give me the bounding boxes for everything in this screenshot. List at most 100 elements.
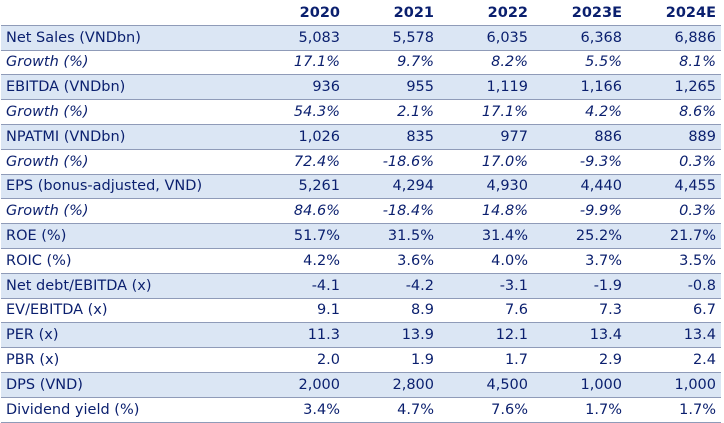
cell-value: 13.4 <box>627 322 721 349</box>
cell-value: 2.0 <box>251 347 345 373</box>
cell-value: -18.6% <box>345 149 439 175</box>
cell-value: 14.8% <box>439 198 533 225</box>
cell-value: 4.2% <box>533 99 627 125</box>
table-row: Net Sales (VNDbn) 5,083 5,578 6,035 6,368 6,8… <box>1 25 721 51</box>
header-2021: 2021 <box>345 1 439 26</box>
row-label: ROIC (%) <box>1 248 251 274</box>
cell-value: 5,578 <box>345 25 439 51</box>
cell-value: 17.1% <box>439 99 533 125</box>
cell-value: 0.3% <box>627 198 721 225</box>
table-row: ROE (%) 51.7% 31.5% 31.4% 25.2% 21.7% <box>1 223 721 249</box>
row-label: Growth (%) <box>1 198 251 225</box>
table-row: Growth (%) 54.3% 2.1% 17.1% 4.2% 8.6% <box>1 99 721 125</box>
header-2022: 2022 <box>439 1 533 26</box>
cell-value: 51.7% <box>251 223 345 249</box>
cell-value: 5,083 <box>251 25 345 51</box>
cell-value: 31.4% <box>439 223 533 249</box>
cell-value: 4.0% <box>439 248 533 274</box>
cell-value: 4,440 <box>533 174 627 200</box>
cell-value: 11.3 <box>251 322 345 349</box>
cell-value: 31.5% <box>345 223 439 249</box>
cell-value: 1,166 <box>533 74 627 101</box>
cell-value: -9.9% <box>533 198 627 225</box>
cell-value: 2.9 <box>533 347 627 373</box>
table-row: Growth (%) 72.4% -18.6% 17.0% -9.3% 0.3% <box>1 149 721 175</box>
table-row: Net debt/EBITDA (x) -4.1 -4.2 -3.1 -1.9 -0.8 <box>1 273 721 299</box>
cell-value: 17.0% <box>439 149 533 175</box>
cell-value: 1,000 <box>533 372 627 398</box>
table-row: EPS (bonus-adjusted, VND) 5,261 4,294 4,930… <box>1 174 721 200</box>
cell-value: 72.4% <box>251 149 345 175</box>
cell-value: 2,800 <box>345 372 439 398</box>
table-row: EBITDA (VNDbn) 936 955 1,119 1,166 1,265 <box>1 74 721 101</box>
cell-value: 4.7% <box>345 397 439 423</box>
table-body: Net Sales (VNDbn) 5,083 5,578 6,035 6,368 6,8… <box>1 25 721 423</box>
cell-value: 8.6% <box>627 99 721 125</box>
row-label: DPS (VND) <box>1 372 251 398</box>
cell-value: 3.5% <box>627 248 721 274</box>
cell-value: -18.4% <box>345 198 439 225</box>
cell-value: 6,035 <box>439 25 533 51</box>
cell-value: 84.6% <box>251 198 345 225</box>
cell-value: 0.3% <box>627 149 721 175</box>
cell-value: 3.6% <box>345 248 439 274</box>
cell-value: 6,368 <box>533 25 627 51</box>
cell-value: 25.2% <box>533 223 627 249</box>
cell-value: 21.7% <box>627 223 721 249</box>
cell-value: 8.1% <box>627 50 721 76</box>
row-label: ROE (%) <box>1 223 251 249</box>
cell-value: 1,265 <box>627 74 721 101</box>
header-row: 2020 2021 2022 2023E 2024E <box>1 1 721 26</box>
cell-value: 9.7% <box>345 50 439 76</box>
cell-value: 3.4% <box>251 397 345 423</box>
row-label: Dividend yield (%) <box>1 397 251 423</box>
cell-value: -3.1 <box>439 273 533 299</box>
cell-value: 12.1 <box>439 322 533 349</box>
cell-value: 955 <box>345 74 439 101</box>
cell-value: 1.9 <box>345 347 439 373</box>
row-label: Growth (%) <box>1 149 251 175</box>
cell-value: 8.9 <box>345 298 439 324</box>
row-label: Net Sales (VNDbn) <box>1 25 251 51</box>
cell-value: 13.4 <box>533 322 627 349</box>
cell-value: 4,500 <box>439 372 533 398</box>
cell-value: -4.1 <box>251 273 345 299</box>
table-row: Dividend yield (%) 3.4% 4.7% 7.6% 1.7% 1.7% <box>1 397 721 423</box>
header-2024e: 2024E <box>627 1 721 26</box>
table-row: PBR (x) 2.0 1.9 1.7 2.9 2.4 <box>1 347 721 373</box>
cell-value: 2.1% <box>345 99 439 125</box>
cell-value: 13.9 <box>345 322 439 349</box>
row-label: EPS (bonus-adjusted, VND) <box>1 174 251 200</box>
row-label: Net debt/EBITDA (x) <box>1 273 251 299</box>
cell-value: 8.2% <box>439 50 533 76</box>
cell-value: 1.7 <box>439 347 533 373</box>
table-row: Growth (%) 84.6% -18.4% 14.8% -9.9% 0.3% <box>1 198 721 225</box>
header-2023e: 2023E <box>533 1 627 26</box>
cell-value: 9.1 <box>251 298 345 324</box>
cell-value: 54.3% <box>251 99 345 125</box>
row-label: EBITDA (VNDbn) <box>1 74 251 101</box>
cell-value: 2,000 <box>251 372 345 398</box>
cell-value: 5,261 <box>251 174 345 200</box>
table-row: ROIC (%) 4.2% 3.6% 4.0% 3.7% 3.5% <box>1 248 721 274</box>
row-label: Growth (%) <box>1 50 251 76</box>
cell-value: 1,026 <box>251 124 345 150</box>
cell-value: 977 <box>439 124 533 150</box>
cell-value: 6,886 <box>627 25 721 51</box>
cell-value: 4,930 <box>439 174 533 200</box>
cell-value: 5.5% <box>533 50 627 76</box>
cell-value: 7.6 <box>439 298 533 324</box>
cell-value: 7.6% <box>439 397 533 423</box>
cell-value: 2.4 <box>627 347 721 373</box>
header-2020: 2020 <box>251 1 345 26</box>
row-label: PER (x) <box>1 322 251 349</box>
cell-value: 886 <box>533 124 627 150</box>
row-label: Growth (%) <box>1 99 251 125</box>
cell-value: 6.7 <box>627 298 721 324</box>
cell-value: 1,119 <box>439 74 533 101</box>
cell-value: 4,455 <box>627 174 721 200</box>
cell-value: 3.7% <box>533 248 627 274</box>
row-label: PBR (x) <box>1 347 251 373</box>
